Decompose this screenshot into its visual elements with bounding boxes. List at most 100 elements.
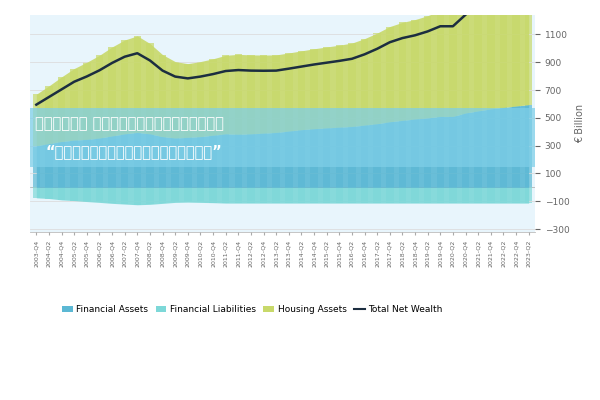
Bar [310, 129, 318, 187]
Bar [285, 187, 293, 203]
Bar [411, 187, 419, 203]
Bar [260, 55, 268, 133]
Text: “一种连续注液管式炉和化学气相沉积装置”: “一种连续注液管式炉和化学气相沉积装置” [45, 144, 222, 159]
Bar [70, 187, 78, 200]
Bar [424, 118, 431, 187]
Bar [462, 187, 469, 203]
Bar [32, 187, 40, 198]
Bar [197, 62, 204, 137]
Bar [348, 187, 356, 203]
Bar [475, 0, 482, 111]
Bar [45, 144, 53, 187]
Bar [487, 0, 494, 109]
Bar [361, 187, 368, 203]
Bar [146, 134, 154, 187]
Bar [121, 187, 128, 204]
Bar [272, 187, 280, 203]
Bar [487, 187, 494, 203]
Bar [83, 140, 91, 187]
Bar [235, 187, 242, 203]
Bar [222, 55, 229, 134]
Bar [235, 54, 242, 134]
Bar [310, 49, 318, 129]
Bar [197, 137, 204, 187]
Legend: Financial Assets, Financial Liabilities, Housing Assets, Total Net Wealth: Financial Assets, Financial Liabilities,… [58, 302, 446, 318]
Bar [45, 187, 53, 198]
Bar [247, 187, 255, 203]
Bar [335, 187, 343, 203]
Bar [272, 132, 280, 187]
Bar [335, 127, 343, 187]
Bar [184, 64, 191, 137]
Bar [512, 187, 520, 203]
Bar [386, 26, 394, 122]
Bar [247, 134, 255, 187]
Bar [197, 187, 204, 202]
Bar [260, 133, 268, 187]
Bar [348, 126, 356, 187]
Bar [398, 22, 406, 120]
Bar [361, 39, 368, 125]
Bar [58, 187, 65, 200]
Bar [235, 134, 242, 187]
Bar [172, 187, 179, 202]
Bar [95, 187, 103, 202]
Bar [437, 10, 444, 116]
Bar [449, 116, 457, 187]
Bar [95, 55, 103, 138]
Bar [298, 51, 305, 130]
Bar [500, 0, 507, 108]
Bar [398, 187, 406, 203]
Bar [159, 187, 166, 203]
Bar [449, 10, 457, 116]
Bar [285, 53, 293, 131]
Bar [361, 125, 368, 187]
Bar [209, 187, 217, 203]
Bar [32, 94, 40, 146]
Bar [134, 132, 141, 187]
Y-axis label: € Billion: € Billion [575, 104, 585, 143]
Bar [272, 55, 280, 132]
Bar [487, 109, 494, 187]
Bar [159, 55, 166, 137]
Bar [209, 135, 217, 187]
Bar [475, 111, 482, 187]
Bar [411, 20, 419, 119]
Bar [500, 187, 507, 203]
Bar [108, 136, 116, 187]
Bar [424, 187, 431, 203]
Bar [70, 140, 78, 187]
Bar [32, 146, 40, 187]
Bar [298, 130, 305, 187]
Bar [386, 187, 394, 203]
Bar [172, 62, 179, 138]
Bar [134, 36, 141, 132]
Bar [83, 62, 91, 140]
Bar [462, 0, 469, 113]
Bar [108, 187, 116, 203]
FancyBboxPatch shape [30, 108, 535, 167]
Bar [462, 113, 469, 187]
Bar [134, 187, 141, 205]
Bar [411, 119, 419, 187]
Text: 烟台期货配资 德方纳米获得实用新型专利授权：: 烟台期货配资 德方纳米获得实用新型专利授权： [35, 116, 224, 131]
Bar [323, 47, 331, 128]
Bar [222, 134, 229, 187]
Bar [525, 0, 532, 105]
Bar [222, 187, 229, 203]
Bar [184, 137, 191, 187]
Bar [373, 187, 381, 203]
Bar [108, 47, 116, 136]
Bar [323, 187, 331, 203]
Bar [437, 187, 444, 203]
Bar [512, 106, 520, 187]
Bar [70, 68, 78, 140]
Bar [398, 120, 406, 187]
Bar [437, 116, 444, 187]
Bar [184, 187, 191, 202]
Bar [449, 187, 457, 203]
Bar [475, 187, 482, 203]
Bar [172, 138, 179, 187]
Bar [58, 142, 65, 187]
Bar [83, 187, 91, 202]
